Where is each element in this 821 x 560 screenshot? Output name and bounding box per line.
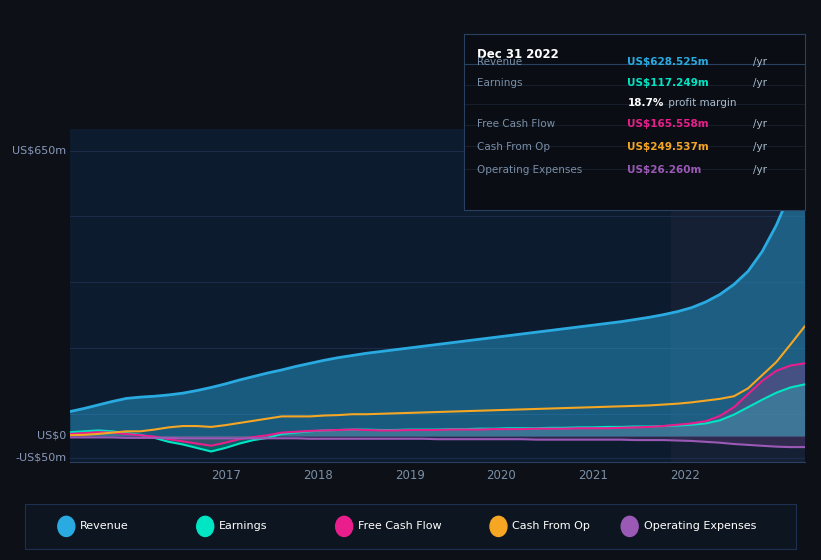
Text: /yr: /yr — [754, 142, 768, 152]
Text: US$628.525m: US$628.525m — [627, 57, 709, 67]
Text: /yr: /yr — [754, 165, 768, 175]
Text: Operating Expenses: Operating Expenses — [478, 165, 583, 175]
Text: Revenue: Revenue — [478, 57, 523, 67]
Text: Cash From Op: Cash From Op — [512, 521, 590, 531]
Text: /yr: /yr — [754, 57, 768, 67]
Text: US$26.260m: US$26.260m — [627, 165, 702, 175]
Text: US$249.537m: US$249.537m — [627, 142, 709, 152]
Text: Earnings: Earnings — [478, 78, 523, 88]
Text: /yr: /yr — [754, 119, 768, 129]
Text: /yr: /yr — [754, 78, 768, 88]
Text: US$0: US$0 — [37, 431, 67, 441]
Text: Revenue: Revenue — [80, 521, 129, 531]
Ellipse shape — [490, 516, 507, 536]
Ellipse shape — [336, 516, 353, 536]
Text: Earnings: Earnings — [219, 521, 268, 531]
Text: US$117.249m: US$117.249m — [627, 78, 709, 88]
Ellipse shape — [57, 516, 75, 536]
Text: -US$50m: -US$50m — [15, 452, 67, 463]
Text: Cash From Op: Cash From Op — [478, 142, 551, 152]
Text: 18.7%: 18.7% — [627, 97, 664, 108]
Ellipse shape — [197, 516, 213, 536]
Text: Free Cash Flow: Free Cash Flow — [478, 119, 556, 129]
Text: Dec 31 2022: Dec 31 2022 — [478, 48, 559, 60]
Ellipse shape — [621, 516, 638, 536]
Text: US$165.558m: US$165.558m — [627, 119, 709, 129]
Text: profit margin: profit margin — [665, 97, 736, 108]
Text: Operating Expenses: Operating Expenses — [644, 521, 756, 531]
Text: US$650m: US$650m — [12, 146, 67, 156]
Bar — [672, 129, 805, 462]
Text: Free Cash Flow: Free Cash Flow — [358, 521, 442, 531]
